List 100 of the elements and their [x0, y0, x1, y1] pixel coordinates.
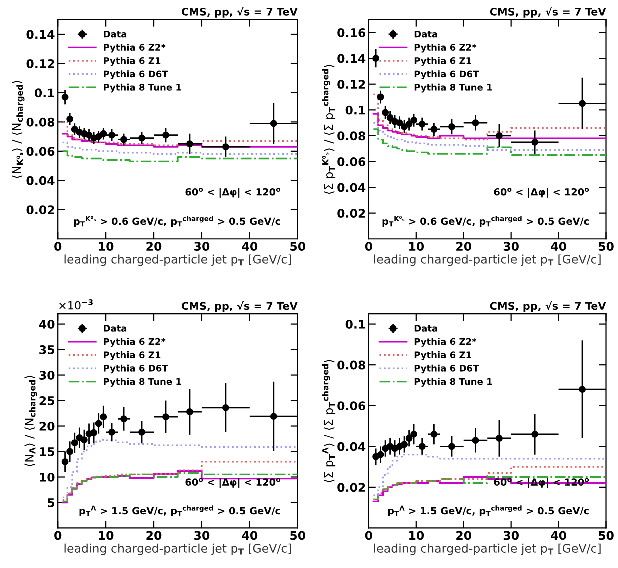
point: [377, 94, 384, 101]
legend-label: Pythia 8 Tune 1: [104, 378, 182, 387]
y-tick-label: 0.06: [338, 157, 366, 166]
legend-label: Pythia 6 Z1: [104, 352, 161, 360]
point: [186, 408, 194, 416]
point: [401, 441, 408, 448]
y-tick-label: 0.02: [338, 483, 366, 492]
x-tick-label: 0: [54, 242, 62, 252]
legend-label: Data: [104, 30, 127, 38]
y-tick-label: 0.1: [34, 88, 55, 98]
point: [496, 435, 503, 442]
legend-label: Pythia 6 Z2*: [414, 44, 477, 53]
point: [448, 123, 456, 130]
x-tick-label: 50: [598, 531, 614, 540]
legend-label: Pythia 6 Z2*: [104, 44, 166, 53]
x-tick-label: 20: [456, 531, 472, 540]
y-tick-label: 0.06: [338, 402, 366, 411]
legend-label: Data: [414, 30, 438, 38]
x-tick-label: 20: [146, 242, 162, 252]
x-tick-label: 30: [194, 242, 210, 252]
x-axis-title: leading charged-particle jet p$_{T}$ [GeV/c]: [64, 254, 292, 266]
x-tick-label: 20: [146, 531, 162, 540]
x-tick-label: 0: [365, 242, 372, 252]
x-tick-label: 0: [54, 531, 62, 540]
x-tick-label: 30: [504, 242, 519, 252]
y-tick-label: 0.04: [26, 176, 55, 186]
point: [222, 404, 230, 412]
y-tick-label: 15: [40, 448, 54, 456]
point: [406, 120, 413, 128]
point: [120, 136, 128, 144]
y-tick-label: 25: [40, 396, 54, 406]
point: [418, 120, 426, 128]
x-tick-label: 30: [504, 531, 519, 540]
point: [382, 109, 390, 116]
point: [372, 55, 380, 62]
point: [90, 429, 98, 436]
chart-title: CMS, pp, √s = 7 TeV: [490, 6, 606, 18]
x-tick-label: 40: [242, 531, 258, 540]
y-tick-label: 0.12: [26, 59, 54, 68]
point: [138, 134, 146, 142]
x-axis-title: leading charged-particle jet p$_{T}$ [GeV/c]: [64, 544, 292, 556]
y-tick-label: 0.08: [26, 118, 55, 127]
point: [138, 428, 146, 436]
point: [579, 100, 586, 108]
point: [270, 413, 278, 420]
point: [472, 437, 480, 444]
point: [62, 94, 69, 101]
x-tick-label: 50: [290, 531, 306, 540]
text: ×10$^{−3}$: [60, 300, 93, 310]
annotation: p$_{T}$$^{Λ}$ > 1.5 GeV/c, p$_{T}$$^{charged}$ > 0.5 GeV/c: [80, 506, 280, 517]
point: [430, 126, 438, 133]
point: [86, 132, 93, 139]
point: [76, 128, 84, 136]
y-tick-label: 0.14: [338, 54, 366, 64]
point: [418, 443, 426, 450]
chart-title: CMS, pp, √s = 7 TeV: [182, 6, 298, 18]
x-axis-title: leading charged-particle jet p$_{T}$ [GeV/c]: [374, 254, 601, 266]
y-tick-label: 35: [40, 346, 54, 354]
x-tick-label: 50: [598, 242, 614, 252]
y-tick-label: 0.1: [346, 320, 366, 329]
annotation: p$_{T}$$^{K⁰ₛ}$ > 0.6 GeV/c, p$_{T}$$^{charged}$ > 0.5 GeV/c: [382, 216, 589, 228]
legend-label: Pythia 6 Z1: [104, 57, 161, 66]
point: [270, 120, 278, 128]
legend-label: Pythia 8 Tune 1: [104, 84, 182, 93]
chart-title: CMS, pp, √s = 7 TeV: [490, 301, 606, 312]
annotation: 60$^{o}$ < |Δφ| < 120$^{o}$: [186, 188, 281, 198]
point: [80, 436, 88, 444]
x-tick-label: 20: [456, 242, 472, 252]
point: [496, 132, 503, 140]
y-tick-label: 0.04: [338, 442, 366, 452]
y-tick-label: 0.08: [338, 360, 366, 370]
y-tick-label: 30: [40, 371, 55, 380]
x-tick-label: 40: [242, 242, 258, 252]
y-axis-title: ⟨N$_{Λ}$⟩ / ⟨N$_{charged}$⟩: [24, 376, 38, 467]
point: [372, 453, 380, 460]
y-axis-title: ⟨Σ p$_{T}$$^{Λ}$⟩ / ⟨Σ p$_{T}$$^{charged}$⟩: [322, 360, 336, 482]
point: [532, 138, 539, 146]
y-tick-label: 0.06: [26, 147, 55, 156]
y-tick-label: 0.16: [338, 28, 366, 38]
x-tick-label: 40: [551, 242, 566, 252]
point: [377, 451, 384, 458]
y-tick-label: 0.12: [338, 80, 366, 90]
legend-label: Pythia 6 D6T: [414, 364, 480, 374]
y-tick-label: 0.08: [338, 132, 366, 141]
legend-label: Pythia 6 D6T: [104, 364, 168, 374]
point: [95, 133, 102, 140]
legend-label: Pythia 8 Tune 1: [414, 84, 492, 93]
point: [76, 434, 84, 442]
point: [95, 420, 102, 428]
annotation: p$_{T}$$^{Λ}$ > 1.5 GeV/c, p$_{T}$$^{charged}$ > 0.5 GeV/c: [388, 506, 589, 517]
x-tick-label: 50: [290, 242, 306, 252]
point: [108, 132, 116, 139]
point: [162, 132, 170, 139]
legend-label: Pythia 6 Z1: [414, 352, 472, 360]
y-tick-label: 20: [40, 422, 55, 431]
legend-label: Pythia 6 D6T: [414, 70, 480, 80]
y-tick-label: 0.1: [346, 106, 366, 115]
point: [406, 435, 413, 442]
x-tick-label: 40: [551, 531, 566, 540]
point: [386, 114, 394, 122]
